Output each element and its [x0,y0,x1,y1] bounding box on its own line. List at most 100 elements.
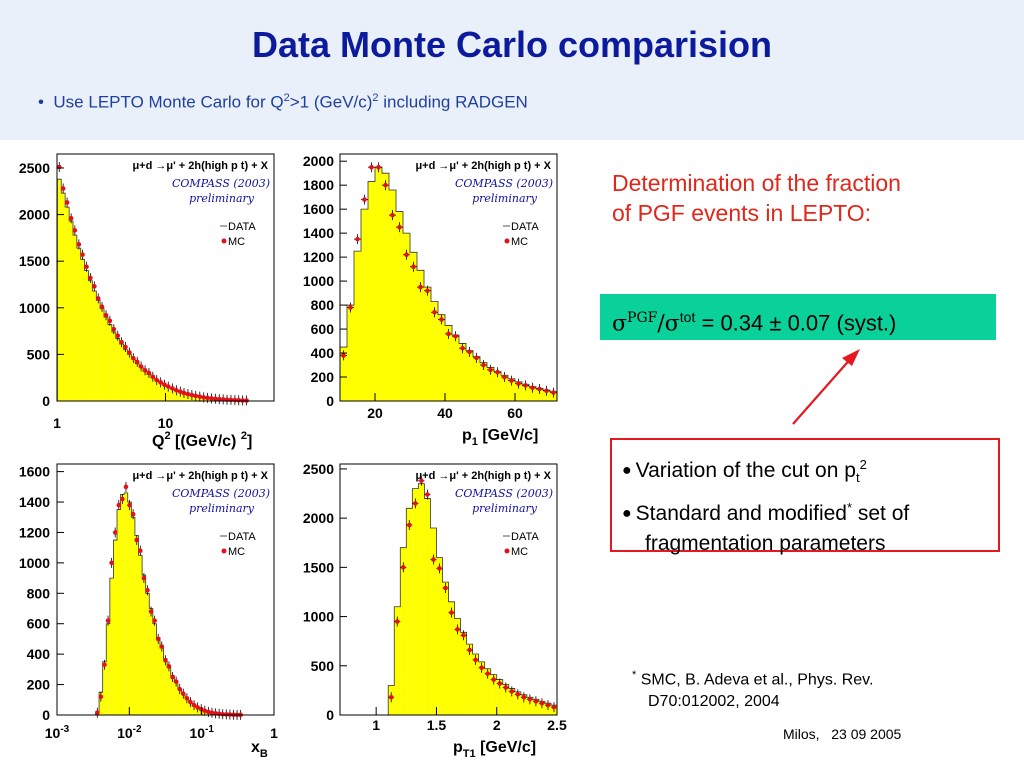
mc-point [109,560,114,566]
mc-point [523,383,528,388]
data-bar [361,209,368,401]
data-bar [76,248,81,401]
mc-point [348,305,353,310]
data-bar [494,371,501,401]
data-bar [99,692,103,715]
x-tick-label: 10 [158,415,174,431]
mc-point [516,381,521,386]
data-bar [496,679,503,715]
data-bar [174,390,179,401]
data-bar [438,314,445,401]
y-tick-label: 1800 [303,177,334,193]
mc-point [509,689,515,694]
mc-point [180,691,186,697]
mc-point [127,502,132,508]
mc-point [191,702,197,708]
data-bar [119,344,124,401]
y-tick-label: 1000 [303,609,334,625]
data-bar [508,688,515,715]
mc-point [544,388,549,394]
y-tick-label: 600 [27,616,51,632]
y-tick-label: 0 [42,393,50,409]
result-value: = 0.34 ± 0.07 (syst.) [695,310,897,336]
mc-point [193,393,199,399]
data-bar [134,535,139,715]
data-bar [412,488,419,715]
data-bar [150,377,155,401]
x-tick-label: 40 [437,405,453,421]
mc-point [491,677,497,682]
variation-text-2-end: set of [852,502,910,526]
data-bar [181,693,186,715]
y-tick-label: 1000 [19,300,50,316]
mc-point [213,711,218,716]
data-bar [536,388,543,401]
data-outline [339,166,558,401]
sigma-symbol: σ [612,311,628,337]
data-bar [145,593,150,715]
data-bar [382,173,389,401]
y-tick-label: 2000 [303,153,334,169]
mc-point [388,694,394,700]
pgf-determination-text: Determination of the fraction of PGF eve… [612,170,901,226]
x-tick-label: 20 [367,405,383,421]
mc-point [127,350,132,355]
data-bar [154,380,159,401]
data-bar [107,324,112,401]
data-bar [131,517,135,715]
mc-point [411,264,416,270]
mc-point [485,671,490,676]
mc-point [146,370,152,376]
data-bar [147,374,151,401]
mc-point [148,609,154,614]
xlabel-p1: p1 [GeV/c] [462,427,538,448]
mc-point [209,396,214,401]
data-bar [424,498,431,715]
variation-item-2: ● Standard and modified* set of [622,493,990,529]
data-bar [124,492,128,715]
data-bar [188,701,193,715]
data-bar [508,378,515,401]
y-tick-label: 1000 [19,555,50,571]
mc-point [166,664,172,669]
mc-point [431,557,436,562]
x-tick-label: 2.5 [547,717,567,733]
data-bar [480,362,487,401]
footnote-line-2: D70:012002, 2004 [648,693,780,711]
legend-mc-marker [221,238,227,244]
mc-point [111,326,117,332]
mc-point [533,698,539,704]
y-tick-label: 1200 [19,524,50,540]
mc-point [240,398,245,403]
y-tick-label: 1000 [303,273,334,289]
data-bar [347,305,354,401]
mc-point [201,395,207,400]
y-tick-label: 800 [27,585,51,601]
compass-label: COMPASS (2003) [455,487,553,500]
mc-point [509,378,514,383]
data-bar [156,637,161,715]
mc-point [521,694,527,700]
bullet-text-3: including RADGEN [378,92,528,112]
mc-point [537,386,542,392]
compass-label: COMPASS (2003) [172,487,270,500]
data-bar [113,540,118,715]
data-bar [131,359,136,401]
data-bar [109,578,114,715]
data-bar [92,291,97,401]
mc-point [413,501,418,506]
data-bar [501,375,508,401]
mc-point [138,364,144,369]
mc-point [105,618,111,623]
mc-point [407,522,412,528]
systematics-box: ● Variation of the cut on pt2 ● Standard a… [610,438,1000,555]
data-bar [143,371,148,401]
mc-point [107,318,113,324]
mc-point [134,537,140,543]
mc-point [173,679,179,684]
slide-title: Data Monte Carlo comparision [251,24,773,65]
data-bar [135,363,140,401]
y-tick-label: 1400 [303,225,334,241]
